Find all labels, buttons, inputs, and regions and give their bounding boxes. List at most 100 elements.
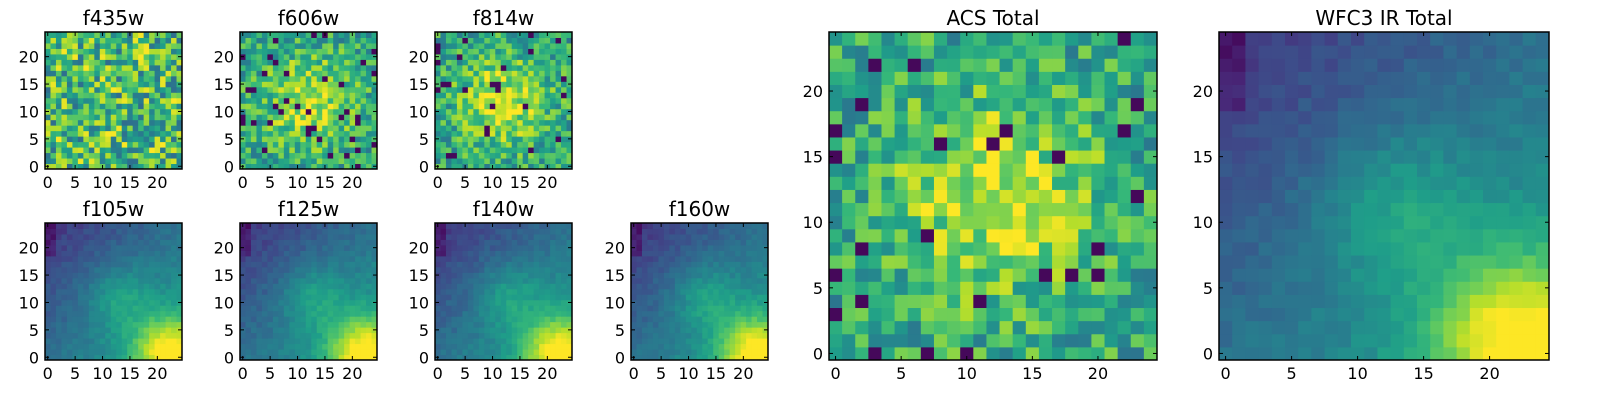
heatmap-cell [261, 321, 268, 328]
heatmap-cell [50, 255, 57, 262]
heatmap-cell [528, 228, 535, 235]
heatmap-cell [506, 147, 513, 154]
heatmap-cell [999, 255, 1014, 269]
heatmap-cell [550, 277, 557, 284]
heatmap-cell [907, 346, 922, 361]
heatmap-cell [829, 281, 843, 295]
heatmap-cell [267, 92, 274, 99]
heatmap-cell [240, 119, 246, 126]
heatmap-cell [110, 136, 117, 143]
heatmap-cell [283, 136, 290, 143]
heatmap-cell [467, 75, 474, 82]
heatmap-cell [45, 130, 51, 137]
heatmap-cell [366, 32, 373, 38]
heatmap-cell [539, 233, 546, 240]
heatmap-cell [83, 141, 90, 148]
heatmap-cell [245, 136, 252, 143]
heatmap-cell [456, 316, 463, 323]
heatmap-cell [506, 130, 513, 137]
heatmap-cell [171, 108, 178, 115]
heatmap-cell [456, 233, 463, 240]
heatmap-cell [506, 316, 513, 323]
heatmap-cell [311, 277, 318, 284]
heatmap-cell [160, 354, 167, 361]
heatmap-cell [451, 147, 458, 154]
heatmap-cell [283, 92, 290, 99]
heatmap-cell [680, 244, 687, 251]
heatmap-cell [77, 244, 84, 251]
heatmap-cell [349, 321, 356, 328]
heatmap-cell [484, 86, 491, 93]
heatmap-cell [261, 97, 268, 104]
heatmap-cell [1025, 189, 1040, 204]
heatmap-cell [105, 261, 112, 268]
heatmap-cell [550, 92, 557, 99]
heatmap-cell [289, 125, 296, 132]
heatmap-cell [272, 266, 279, 273]
heatmap-cell [55, 321, 62, 328]
heatmap-cell [652, 354, 659, 361]
heatmap-cell [366, 64, 373, 71]
heatmap-cell [121, 343, 128, 350]
heatmap-cell [272, 37, 279, 44]
heatmap-cell [740, 338, 747, 345]
heatmap-cell [713, 316, 720, 323]
heatmap-cell [316, 136, 323, 143]
heatmap-cell [1038, 268, 1053, 282]
heatmap-cell [316, 32, 323, 38]
heatmap-cell [451, 136, 458, 143]
heatmap-cell [947, 268, 961, 282]
heatmap-cell [566, 114, 573, 121]
heatmap-cell [696, 266, 703, 273]
heatmap-cell [528, 321, 535, 328]
heatmap-cell [533, 305, 540, 312]
heatmap-cell [316, 158, 323, 165]
heatmap-cell [138, 294, 145, 301]
heatmap-cell [707, 310, 714, 317]
heatmap-cell [550, 233, 557, 240]
heatmap-cell [500, 97, 507, 104]
heatmap-cell [933, 163, 948, 177]
heatmap-cell [283, 119, 290, 126]
heatmap-cell [445, 261, 452, 268]
y-tick-label: 10 [409, 102, 429, 121]
heatmap-cell [272, 119, 279, 126]
heatmap-cell [105, 141, 112, 148]
heatmap-cell [707, 299, 714, 306]
heatmap-cell [517, 136, 524, 143]
heatmap-cell [550, 250, 557, 257]
heatmap-cell [1078, 241, 1092, 256]
heatmap-cell [561, 305, 568, 312]
heatmap-cell [440, 81, 447, 88]
heatmap-cell [663, 261, 670, 268]
heatmap-cell [451, 354, 458, 361]
heatmap-cell [99, 70, 106, 77]
heatmap-cell [300, 42, 307, 49]
y-tick-label: 20 [19, 48, 39, 67]
heatmap-cell [267, 233, 274, 240]
heatmap-cell [718, 228, 725, 235]
heatmap-cell [652, 327, 659, 334]
heatmap-cell [544, 108, 551, 115]
heatmap-cell [88, 92, 95, 99]
heatmap-cell [522, 244, 529, 251]
heatmap-cell [138, 261, 145, 268]
heatmap-cell [561, 255, 568, 262]
heatmap-cell [250, 136, 257, 143]
heatmap-cell [127, 75, 134, 82]
heatmap-cell [143, 228, 150, 235]
heatmap-cell [636, 327, 643, 334]
heatmap-cell [349, 343, 356, 350]
heatmap-cell [50, 233, 57, 240]
heatmap-cell [933, 202, 948, 217]
heatmap-cell [456, 119, 463, 126]
heatmap-cell [289, 244, 296, 251]
heatmap-cell [171, 299, 178, 306]
heatmap-cell [456, 266, 463, 273]
heatmap-cell [138, 114, 145, 121]
heatmap-cell [506, 42, 513, 49]
heatmap-cell [478, 244, 485, 251]
heatmap-cell [489, 338, 496, 345]
heatmap-cell [495, 239, 502, 246]
heatmap-cell [45, 141, 51, 148]
